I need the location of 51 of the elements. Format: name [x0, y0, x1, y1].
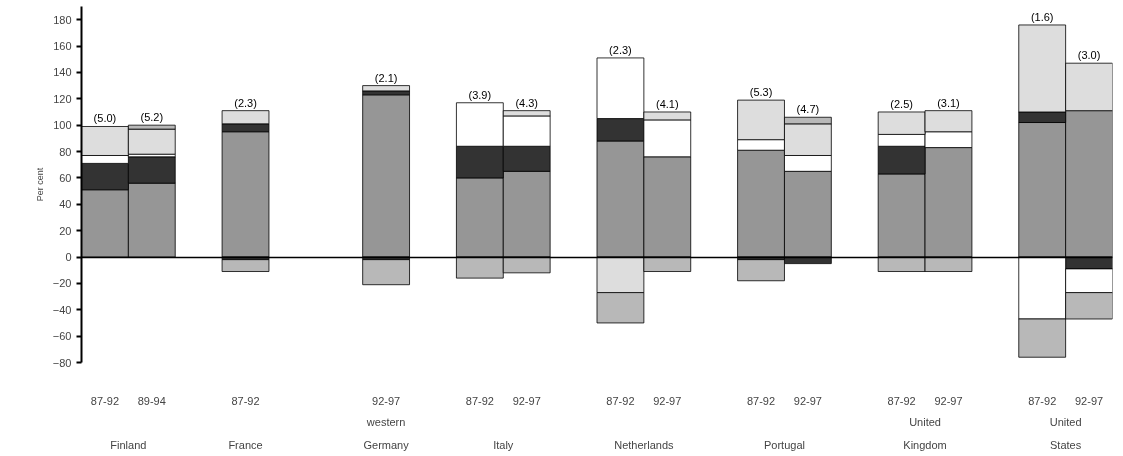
y-tick-label: −40 [52, 303, 72, 316]
y-axis-title: Per cent [34, 167, 45, 202]
text: (5.0) [93, 112, 117, 125]
x-tick-label: 92-97 [372, 394, 401, 407]
text: (4.1) [655, 97, 679, 110]
text: (3.1) [937, 96, 960, 109]
text: (3.0) [1077, 49, 1101, 62]
x-tick-label: 87-92 [465, 394, 494, 407]
text: (3.9) [468, 88, 492, 101]
x-tick-label: 92-97 [512, 394, 541, 407]
y-tick-label: 20 [59, 224, 72, 237]
text: (5.2) [140, 111, 164, 124]
text: (2.1) [374, 71, 398, 84]
y-tick-label: 80 [59, 145, 72, 158]
text: Netherlands [614, 438, 675, 451]
text: United States [1049, 415, 1082, 451]
y-tick-label: −20 [52, 277, 72, 290]
x-tick-label: 87-92 [1028, 394, 1057, 407]
x-tick-label: 87-92 [90, 394, 120, 407]
x-tick-label: 87-92 [606, 394, 635, 407]
y-tick-label: −80 [52, 356, 72, 369]
y-tick-label: −60 [52, 330, 72, 343]
y-tick-label: 100 [53, 119, 72, 132]
x-tick-label: 92-97 [934, 394, 963, 407]
y-tick-label: 140 [53, 66, 72, 79]
x-tick-label: 92-97 [793, 394, 822, 407]
x-tick-label: 87-92 [887, 394, 916, 407]
y-tick-label: 60 [59, 171, 72, 184]
text: (4.3) [515, 96, 539, 109]
text: (4.7) [796, 103, 820, 116]
text: (2.3) [234, 96, 257, 109]
text: Italy [493, 438, 514, 451]
text: (1.6) [1030, 10, 1054, 23]
text: Portugal [763, 438, 805, 451]
text: western Germany [363, 415, 409, 451]
y-tick-label: 0 [65, 251, 72, 264]
y-tick-label: 180 [53, 13, 72, 26]
text: France [228, 438, 263, 451]
y-tick-label: 120 [53, 92, 72, 105]
x-tick-label: 92-97 [1075, 394, 1104, 407]
text: Finland [110, 438, 147, 451]
text: United Kingdom [903, 415, 947, 451]
x-tick-label: 87-92 [746, 394, 776, 407]
x-tick-label: 92-97 [653, 394, 682, 407]
x-tick-label: 87-92 [231, 394, 260, 407]
text: (2.5) [890, 97, 913, 110]
y-tick-label: 160 [53, 40, 72, 53]
x-tick-label: 89-94 [137, 394, 166, 407]
y-tick-label: 40 [59, 198, 72, 211]
text: (2.3) [609, 43, 632, 56]
text: (5.3) [749, 86, 773, 99]
